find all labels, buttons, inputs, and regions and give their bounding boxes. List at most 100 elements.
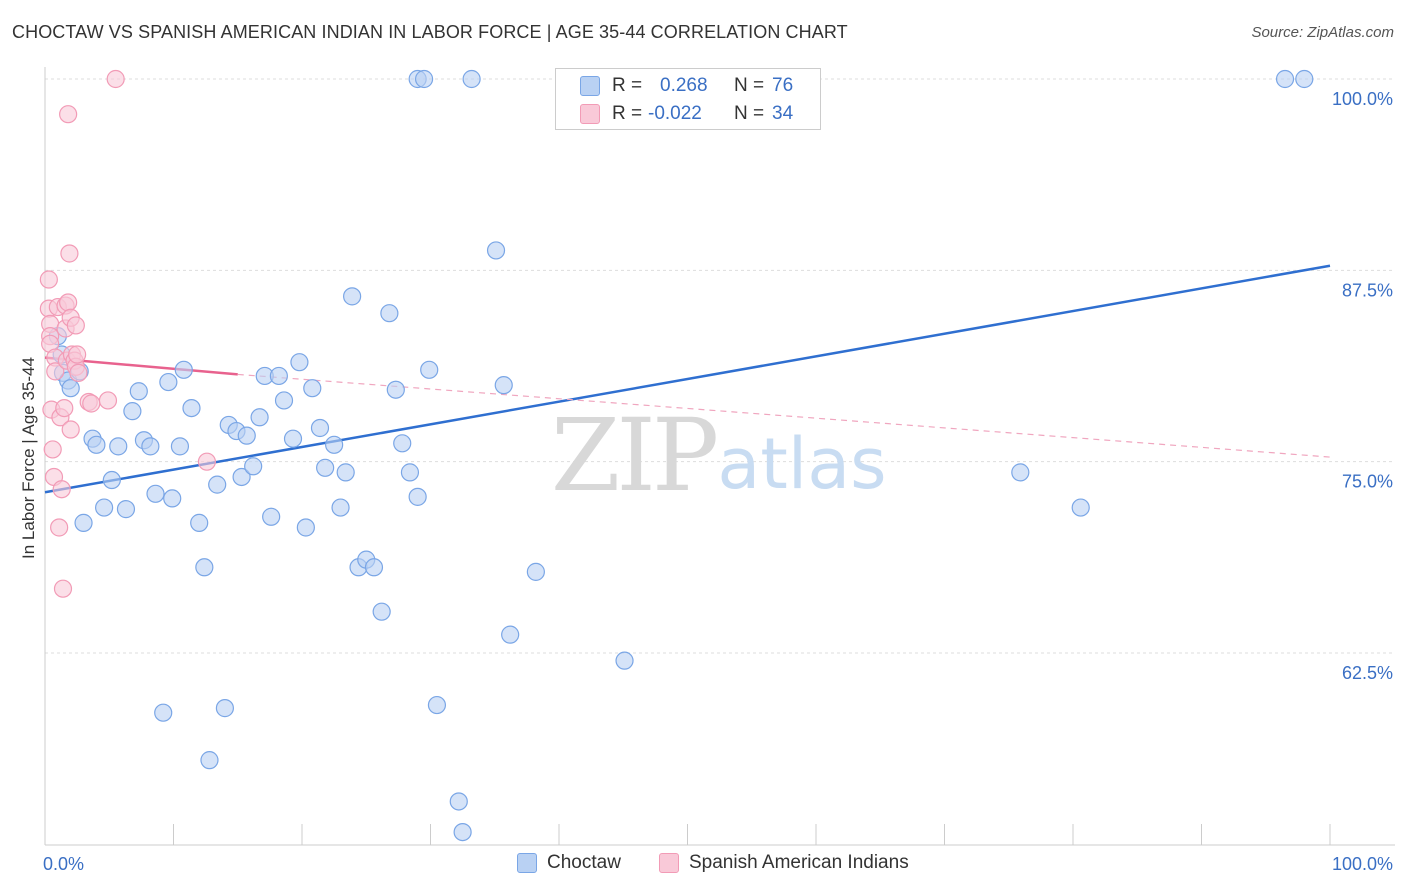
point-spanish-american-indians [53,579,73,598]
legend-item-spanish-american-indians[interactable]: Spanish American Indians [659,852,909,874]
stats-r-value: 0.268 [660,75,708,96]
point-choctaw [427,695,447,715]
point-choctaw [190,513,209,532]
point-spanish-american-indians [59,105,78,124]
stats-r-label: R = [612,75,643,96]
source-credit: Source: ZipAtlas.com [1251,24,1394,41]
point-choctaw [174,360,193,379]
point-choctaw [501,625,520,644]
point-choctaw [262,507,281,526]
watermark-zip: ZIP [551,397,716,514]
chart-title: CHOCTAW VS SPANISH AMERICAN INDIAN IN LA… [12,22,848,42]
point-choctaw [129,382,148,401]
point-choctaw [109,437,128,456]
point-choctaw [146,484,165,503]
point-spanish-american-indians [68,345,87,364]
point-spanish-american-indians [98,391,118,410]
point-choctaw [200,751,219,770]
point-spanish-american-indians [60,244,79,263]
stats-n-value: 76 [772,75,794,96]
legend-label-choctaw: Choctaw [547,852,621,873]
point-choctaw [449,792,468,811]
point-choctaw [95,498,114,517]
y-tick-label: 87.5% [1342,280,1393,300]
stats-r-label: R = [612,103,643,124]
point-spanish-american-indians [82,394,101,413]
y-tick-label: 62.5% [1342,663,1393,683]
point-choctaw [364,558,384,577]
point-choctaw [316,458,335,477]
point-choctaw [61,379,80,398]
point-choctaw [269,366,288,386]
point-spanish-american-indians [106,69,125,89]
grid-lines [45,78,1395,654]
point-spanish-american-indians [39,270,58,289]
legend-item-choctaw[interactable]: Choctaw [517,852,621,874]
point-choctaw [386,380,405,399]
point-choctaw [1071,498,1090,517]
point-choctaw [615,651,634,670]
legend-swatch-spanish-american-indians [659,853,679,873]
point-choctaw [494,376,513,395]
point-choctaw [336,463,355,482]
point-choctaw [141,437,160,456]
point-choctaw [123,402,142,421]
point-choctaw [102,470,121,490]
point-choctaw [414,69,434,89]
point-choctaw [331,498,350,517]
point-spanish-american-indians [46,362,65,381]
stats-r-value: -0.022 [648,103,702,124]
point-spanish-american-indians [55,398,74,418]
stats-n-label: N = [734,75,765,96]
point-choctaw [170,437,190,456]
point-spanish-american-indians [197,452,217,471]
point-choctaw [208,475,227,494]
point-choctaw [283,429,303,448]
point-spanish-american-indians [59,293,78,312]
stats-legend: R = 0.268 N = 76 R = -0.022 N = 34 [555,68,821,130]
point-choctaw [159,372,178,392]
watermark-atlas: atlas [717,423,886,505]
point-spanish-american-indians [69,363,88,382]
stats-swatch-spanish-american-indians [580,104,600,124]
trend-line-choctaw [44,264,1331,494]
point-spanish-american-indians [61,420,80,439]
y-axis-label: In Labor Force | Age 35-44 [19,357,38,559]
point-choctaw [237,426,256,445]
x-tick-label: 100.0% [1332,854,1393,874]
point-spanish-american-indians [52,480,71,499]
point-choctaw [372,602,391,621]
point-choctaw [244,457,263,476]
point-choctaw [453,822,472,842]
stats-n-label: N = [734,103,765,124]
point-spanish-american-indians [66,316,85,335]
point-choctaw [250,408,269,427]
point-choctaw [296,518,315,537]
point-choctaw [462,69,481,89]
point-choctaw [290,353,309,372]
point-spanish-american-indians [43,440,62,459]
point-choctaw [274,391,294,410]
point-choctaw [526,562,545,581]
tick-labels: 62.5% 75.0% 87.5% 100.0% 0.0% 100.0% [43,89,1393,874]
point-choctaw [420,360,439,379]
point-choctaw [310,418,330,438]
point-choctaw [486,241,506,260]
point-choctaw [182,398,201,418]
point-choctaw [215,699,234,718]
point-choctaw [325,435,344,454]
point-spanish-american-indians [50,518,69,537]
x-tick-label: 0.0% [43,854,84,874]
y-tick-label: 100.0% [1332,89,1393,109]
point-choctaw [74,513,93,532]
stats-swatch-choctaw [580,76,600,96]
point-choctaw [154,703,173,722]
axes [44,67,1395,846]
y-tick-label: 75.0% [1342,472,1393,492]
watermark: ZIP atlas [551,397,887,514]
point-choctaw [303,379,322,398]
data-points [39,69,1314,842]
point-choctaw [1275,69,1295,89]
point-choctaw [343,287,362,306]
point-choctaw [1295,69,1314,89]
